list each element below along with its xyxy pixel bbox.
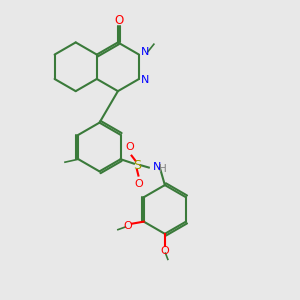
Text: N: N xyxy=(153,162,161,172)
Text: N: N xyxy=(141,76,150,85)
Text: O: O xyxy=(115,14,124,27)
Text: S: S xyxy=(133,159,141,172)
Text: O: O xyxy=(125,142,134,152)
Text: O: O xyxy=(134,179,143,189)
Text: O: O xyxy=(123,221,132,231)
Text: H: H xyxy=(159,164,167,174)
Text: N: N xyxy=(141,46,150,57)
Text: O: O xyxy=(160,246,169,256)
